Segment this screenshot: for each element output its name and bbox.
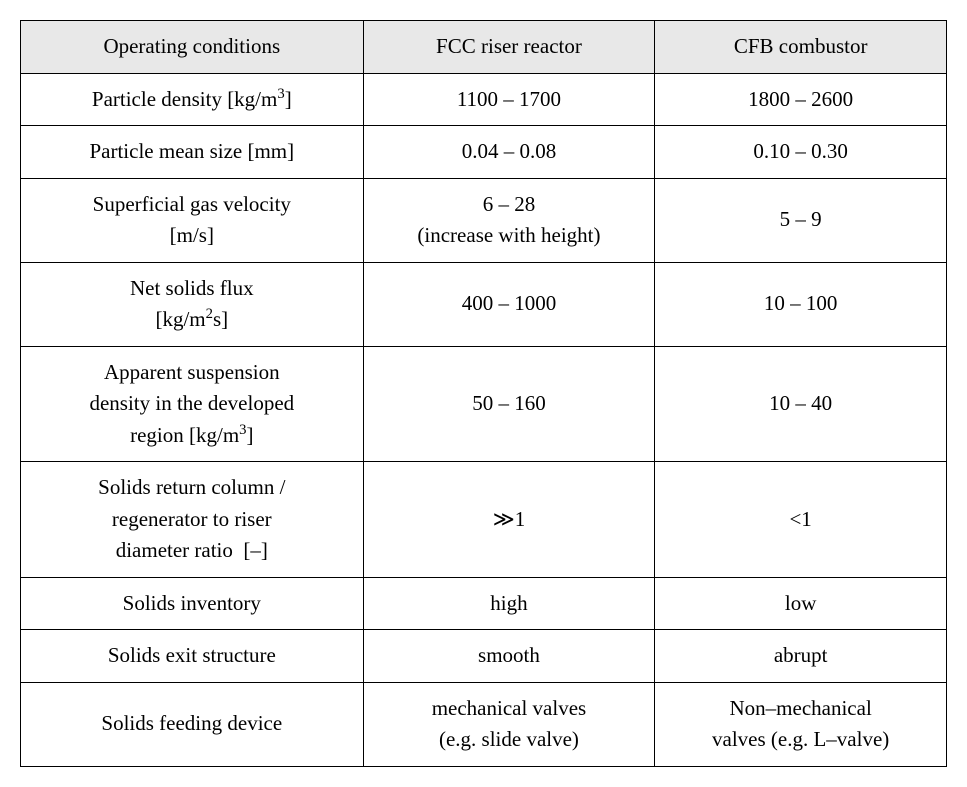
table-row: Apparent suspensiondensity in the develo… — [21, 346, 947, 462]
row-label: Net solids flux[kg/m2s] — [21, 262, 364, 346]
row-fcc-value: ≫1 — [363, 462, 655, 578]
table-row: Solids feeding devicemechanical valves(e… — [21, 682, 947, 766]
row-fcc-value: smooth — [363, 630, 655, 683]
row-cfb-value: 1800 – 2600 — [655, 73, 947, 126]
row-cfb-value: 5 – 9 — [655, 178, 947, 262]
table-row: Net solids flux[kg/m2s]400 – 100010 – 10… — [21, 262, 947, 346]
table-row: Particle mean size [mm]0.04 – 0.080.10 –… — [21, 126, 947, 179]
row-fcc-value: 50 – 160 — [363, 346, 655, 462]
row-cfb-value: abrupt — [655, 630, 947, 683]
table-row: Solids exit structuresmoothabrupt — [21, 630, 947, 683]
row-cfb-value: Non–mechanicalvalves (e.g. L–valve) — [655, 682, 947, 766]
row-fcc-value: mechanical valves(e.g. slide valve) — [363, 682, 655, 766]
row-label: Solids return column /regenerator to ris… — [21, 462, 364, 578]
row-label: Solids inventory — [21, 577, 364, 630]
row-fcc-value: 400 – 1000 — [363, 262, 655, 346]
table-row: Particle density [kg/m3]1100 – 17001800 … — [21, 73, 947, 126]
row-label: Superficial gas velocity[m/s] — [21, 178, 364, 262]
row-label: Particle mean size [mm] — [21, 126, 364, 179]
col-header-fcc: FCC riser reactor — [363, 21, 655, 74]
row-fcc-value: 6 – 28(increase with height) — [363, 178, 655, 262]
col-header-conditions: Operating conditions — [21, 21, 364, 74]
row-label: Solids exit structure — [21, 630, 364, 683]
col-header-cfb: CFB combustor — [655, 21, 947, 74]
comparison-table: Operating conditions FCC riser reactor C… — [20, 20, 947, 767]
row-label: Apparent suspensiondensity in the develo… — [21, 346, 364, 462]
row-cfb-value: <1 — [655, 462, 947, 578]
row-cfb-value: low — [655, 577, 947, 630]
table-body: Particle density [kg/m3]1100 – 17001800 … — [21, 73, 947, 766]
table-row: Superficial gas velocity[m/s]6 – 28(incr… — [21, 178, 947, 262]
table-header-row: Operating conditions FCC riser reactor C… — [21, 21, 947, 74]
table-row: Solids return column /regenerator to ris… — [21, 462, 947, 578]
row-label: Solids feeding device — [21, 682, 364, 766]
row-fcc-value: high — [363, 577, 655, 630]
row-label: Particle density [kg/m3] — [21, 73, 364, 126]
row-fcc-value: 0.04 – 0.08 — [363, 126, 655, 179]
table-row: Solids inventoryhighlow — [21, 577, 947, 630]
row-cfb-value: 10 – 40 — [655, 346, 947, 462]
row-cfb-value: 10 – 100 — [655, 262, 947, 346]
row-fcc-value: 1100 – 1700 — [363, 73, 655, 126]
row-cfb-value: 0.10 – 0.30 — [655, 126, 947, 179]
